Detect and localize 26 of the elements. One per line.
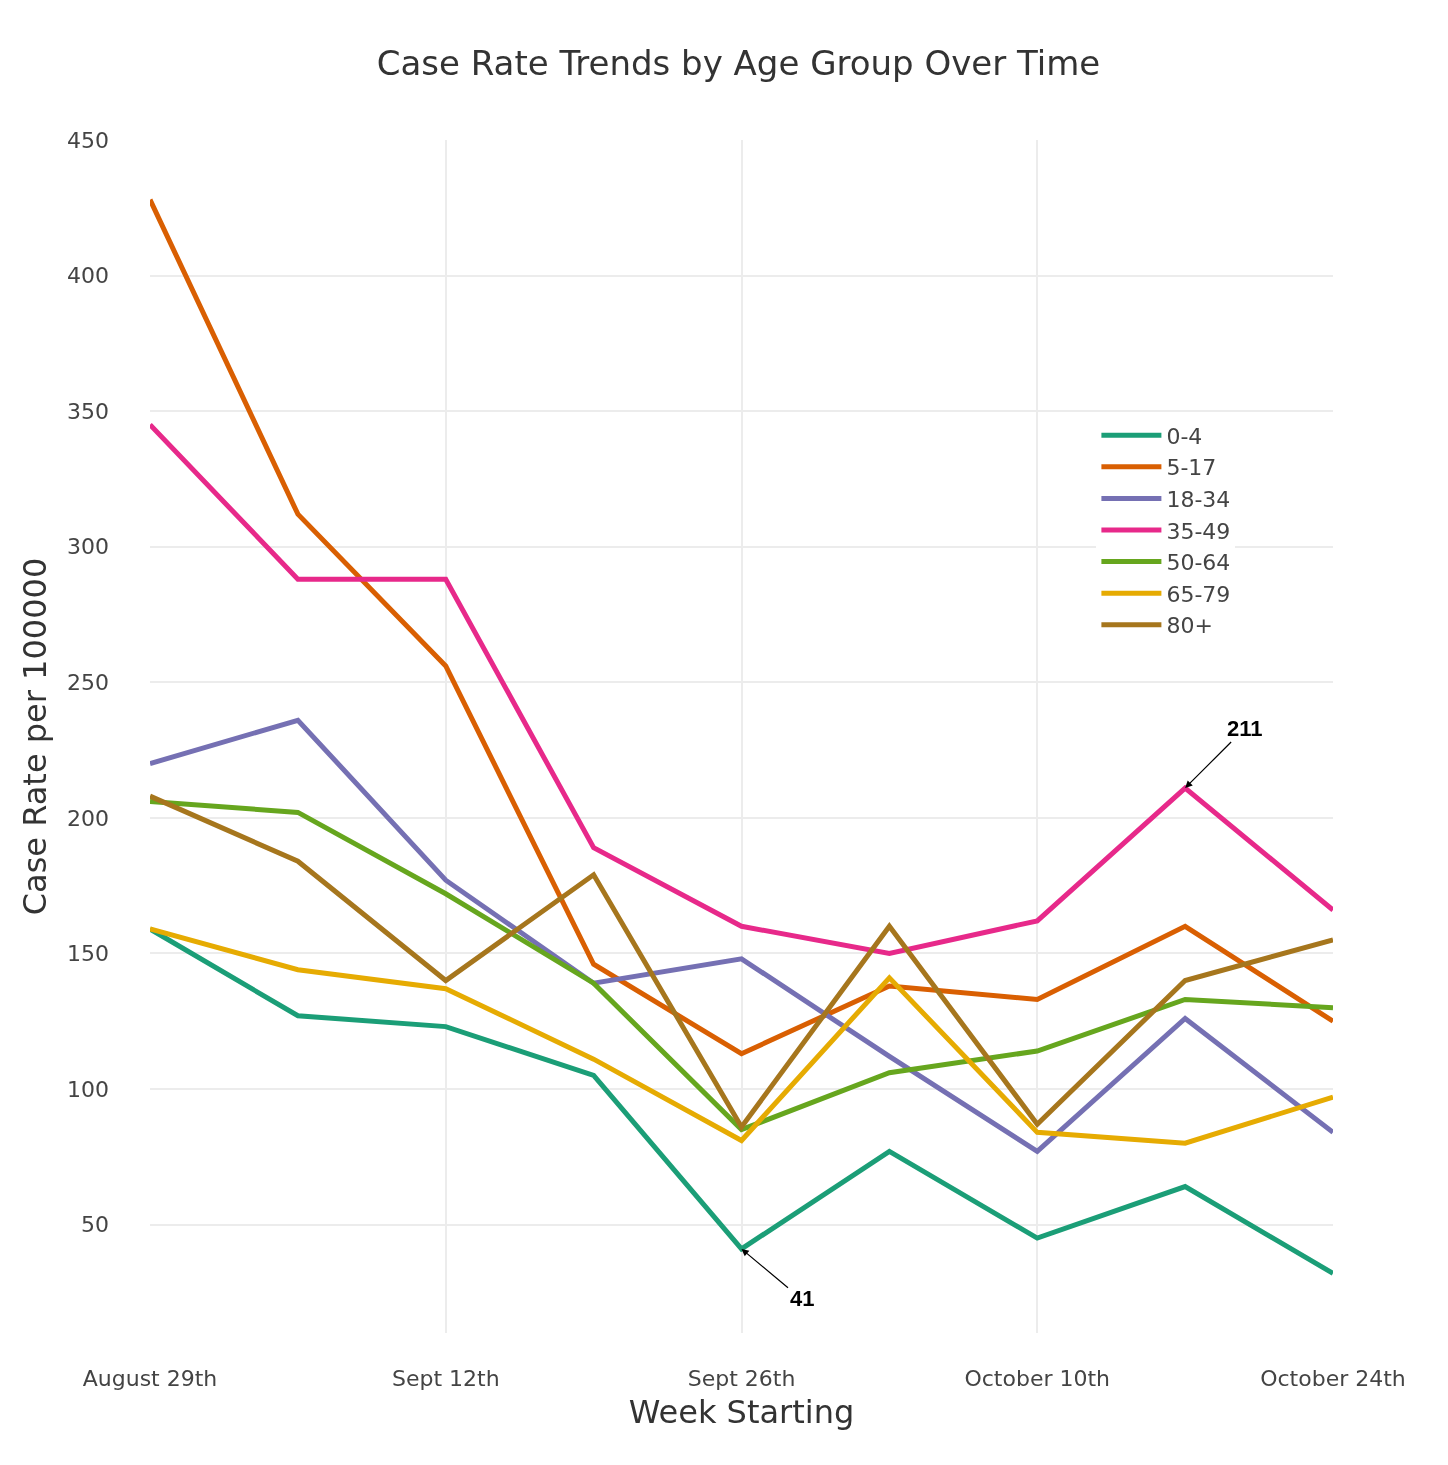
x-axis-title: Week Starting: [628, 1392, 855, 1431]
y-tick-label: 200: [67, 805, 109, 831]
x-tick-label: Sept 26th: [687, 1366, 796, 1391]
y-tick-label: 250: [67, 669, 109, 695]
y-tick-label: 350: [67, 398, 109, 424]
x-tick-label: August 29th: [82, 1366, 218, 1391]
x-tick-label: Sept 12th: [391, 1366, 500, 1391]
y-tick-label: 50: [81, 1212, 109, 1238]
y-tick-label: 150: [67, 941, 109, 967]
y-tick-label: 450: [67, 127, 109, 153]
legend-label: 65-79: [1166, 581, 1231, 607]
legend-label: 18-34: [1166, 486, 1231, 512]
y-tick-label: 300: [67, 534, 109, 560]
annotation: 211: [1227, 716, 1263, 741]
legend-label: 80+: [1166, 613, 1213, 639]
y-axis-title: Case Rate per 100000: [16, 557, 55, 916]
y-tick-label: 400: [67, 263, 109, 289]
legend-label: 5-17: [1166, 455, 1217, 481]
legend-label: 35-49: [1166, 518, 1231, 544]
x-tick-label: October 10th: [964, 1366, 1111, 1391]
x-tick-label: October 24th: [1260, 1366, 1406, 1391]
annotation: 41: [790, 1286, 815, 1311]
legend-label: 0-4: [1166, 423, 1203, 449]
chart-title: Case Rate Trends by Age Group Over Time: [376, 43, 1101, 84]
y-tick-label: 100: [67, 1076, 109, 1102]
legend-label: 50-64: [1166, 550, 1231, 576]
